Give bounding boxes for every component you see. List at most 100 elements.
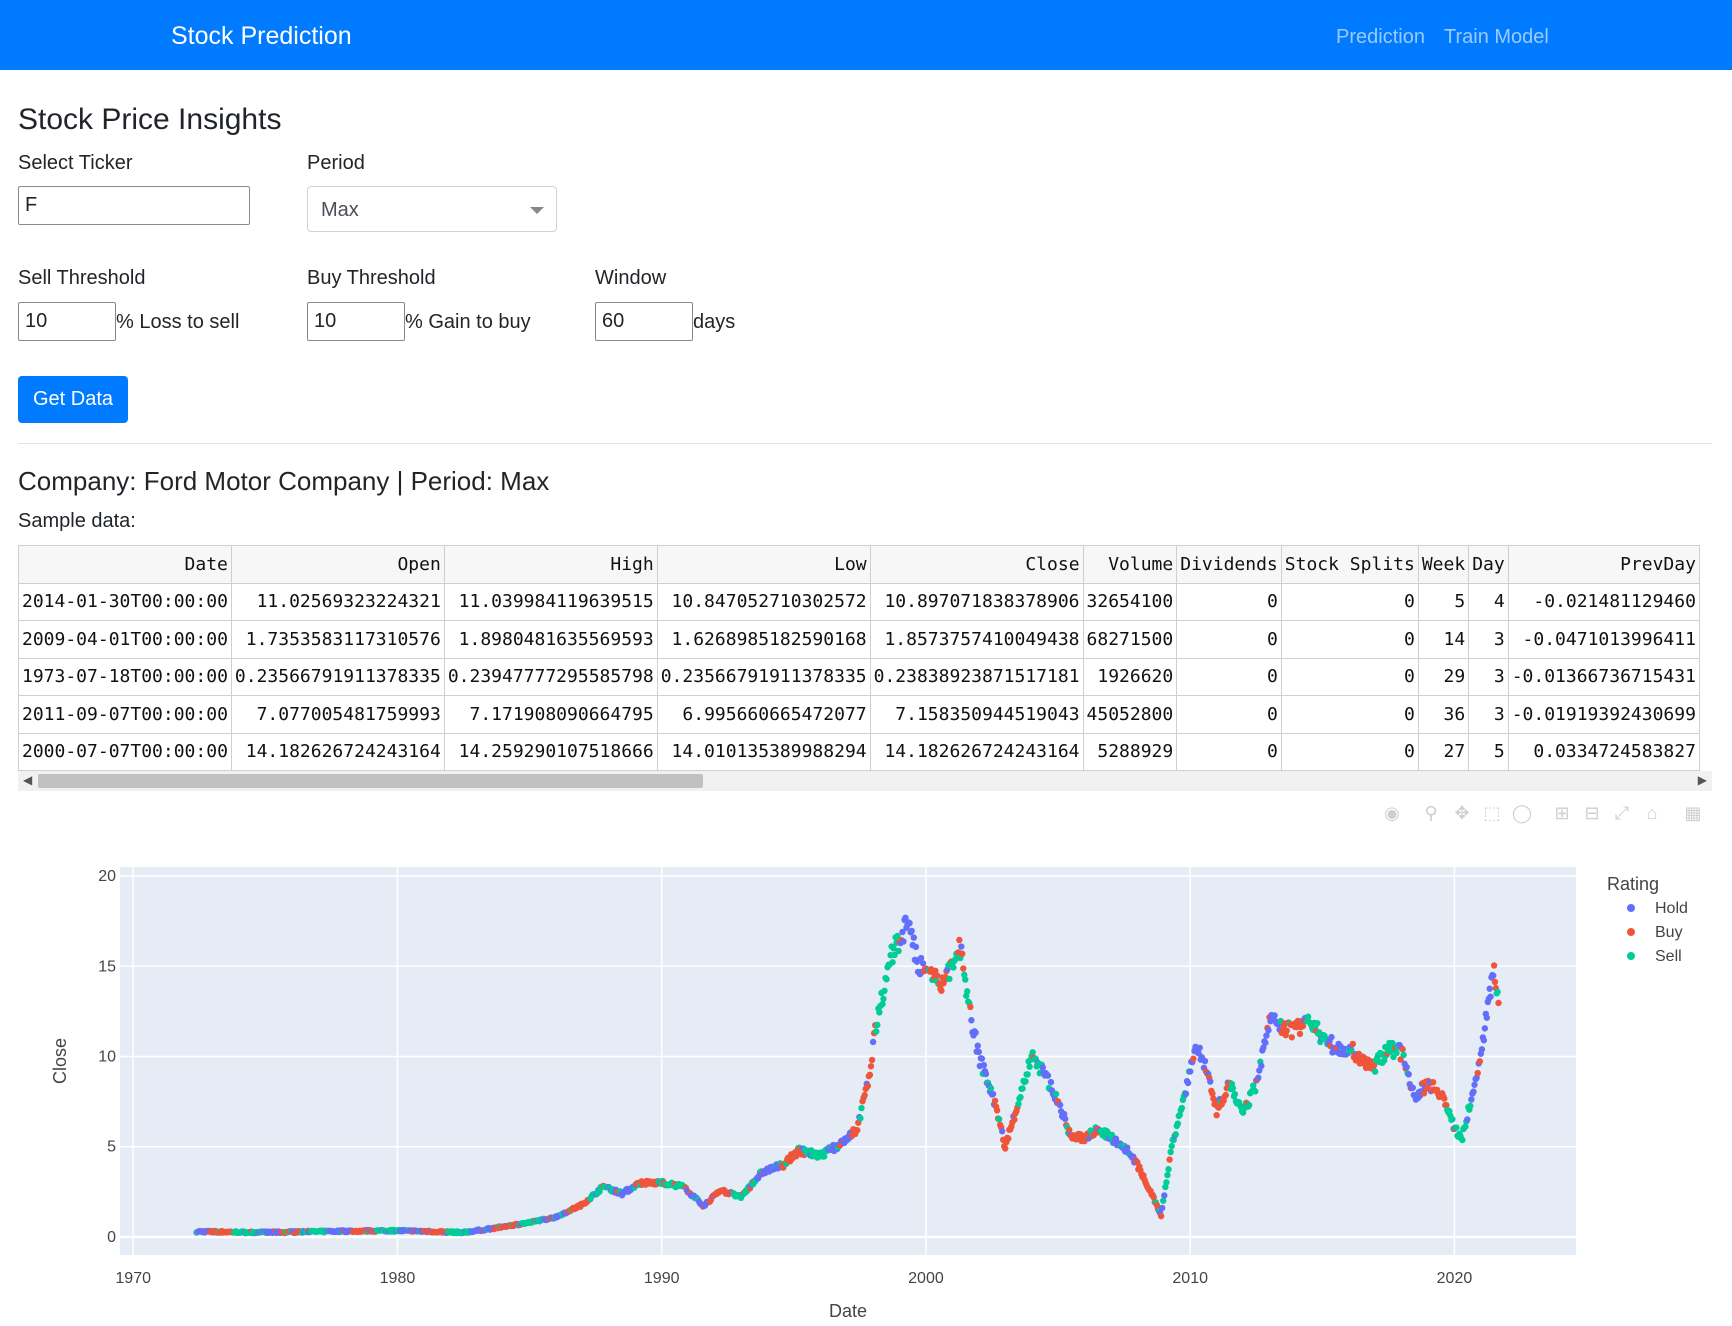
scatter-point xyxy=(1471,1081,1478,1088)
table-header-cell: Low xyxy=(656,545,871,584)
scatter-point xyxy=(998,1128,1006,1135)
scatter-point xyxy=(1429,1079,1437,1086)
legend-label[interactable]: Sell xyxy=(1655,948,1682,965)
box-select-icon[interactable]: ⬚ xyxy=(1483,803,1501,823)
scatter-point xyxy=(967,1003,974,1011)
nav-link-prediction[interactable]: Prediction xyxy=(1336,26,1425,48)
scatter-point xyxy=(1015,1100,1022,1108)
scatter-point xyxy=(1459,1136,1466,1144)
scatter-point xyxy=(1441,1095,1448,1102)
pan-icon[interactable]: ✥ xyxy=(1454,803,1470,823)
scatter-point xyxy=(1022,1078,1029,1085)
table-cell: 36 xyxy=(1417,695,1470,734)
scatter-point xyxy=(1478,1046,1486,1053)
period-select[interactable]: Max xyxy=(307,186,557,232)
scatter-point xyxy=(1231,1090,1239,1098)
sell-threshold-input[interactable] xyxy=(18,302,116,341)
table-cell: 3 xyxy=(1468,695,1509,734)
scatter-point xyxy=(1464,1116,1471,1123)
legend-label[interactable]: Hold xyxy=(1655,900,1688,917)
reset-axes-icon[interactable]: ⌂ xyxy=(1646,803,1658,823)
zoom-out-icon[interactable]: ⊟ xyxy=(1584,803,1600,823)
table-row: 2009-04-01T00:00:00 1.7353583117310576 1.8… xyxy=(18,620,1700,659)
legend-marker[interactable] xyxy=(1627,928,1635,936)
zoom-in-icon[interactable]: ⊞ xyxy=(1554,803,1570,823)
table-header-cell: High xyxy=(443,545,658,584)
scatter-point xyxy=(1239,1109,1247,1116)
plot-modebar: ◉ ⚲ ✥ ⬚ ◯ ⊞ ⊟ ⤢ ⌂ ▦ xyxy=(0,802,1732,826)
table-cell: 45052800 xyxy=(1082,695,1178,734)
scatter-point xyxy=(987,1085,995,1092)
autoscale-icon[interactable]: ⤢ xyxy=(1614,803,1630,823)
camera-icon[interactable]: ◉ xyxy=(1384,803,1400,823)
axis-ticks: 1970 1980 1990 2000 2010 2020 0 5 10 15 20 xyxy=(98,868,1472,1287)
close-price-chart[interactable]: 1970 1980 1990 2000 2010 2020 0 5 10 15 20 Date Cl… xyxy=(0,840,1732,1326)
table-cell: -0.021481129460 xyxy=(1507,582,1700,621)
scatter-point xyxy=(1476,1058,1484,1065)
scatter-point xyxy=(821,1153,828,1160)
scatter-point xyxy=(1026,1063,1033,1070)
scatter-point xyxy=(1005,1135,1012,1142)
legend-title: Rating xyxy=(1607,874,1659,894)
company-title: Company: Ford Motor Company | Period: Ma… xyxy=(18,466,550,496)
navbar-brand[interactable]: Stock Prediction xyxy=(171,22,352,50)
scatter-point xyxy=(1161,1192,1168,1199)
scatter-point xyxy=(1262,1039,1269,1046)
scatter-point xyxy=(900,938,907,945)
scatter-point xyxy=(1186,1068,1194,1075)
scatter-point xyxy=(1399,1046,1406,1053)
window-label: Window xyxy=(595,267,667,289)
scatter-point xyxy=(1443,1101,1450,1109)
get-data-button[interactable]: Get Data xyxy=(18,376,128,423)
table-cell: 3 xyxy=(1468,657,1509,696)
scrollbar-thumb[interactable] xyxy=(38,774,703,788)
scatter-point xyxy=(1163,1179,1170,1186)
y-tick-label: 5 xyxy=(107,1139,116,1156)
scatter-point xyxy=(1400,1051,1407,1059)
scroll-left-arrow-icon[interactable]: ◀ xyxy=(23,773,33,787)
window-input[interactable] xyxy=(595,302,693,341)
scatter-point xyxy=(869,1038,877,1046)
buy-threshold-input[interactable] xyxy=(307,302,405,341)
table-cell: 0 xyxy=(1176,582,1282,621)
legend-marker[interactable] xyxy=(1627,904,1635,912)
scatter-point xyxy=(919,960,927,967)
plotly-logo-icon[interactable]: ▦ xyxy=(1684,803,1702,823)
table-header-cell: Date xyxy=(18,545,232,584)
x-tick-label: 2000 xyxy=(908,1270,944,1287)
scatter-point xyxy=(1449,1115,1456,1123)
scatter-point xyxy=(1420,1090,1428,1097)
table-cell: 0.23566791911378335 xyxy=(656,657,871,696)
scatter-point xyxy=(982,1070,990,1078)
table-cell: 68271500 xyxy=(1082,620,1178,659)
table-horizontal-scrollbar[interactable]: ◀ ▶ xyxy=(18,771,1712,791)
scatter-point xyxy=(934,972,941,979)
scatter-point xyxy=(956,936,963,944)
table-header-cell: PrevDay xyxy=(1507,545,1700,584)
table-cell: 10.897071838378906 xyxy=(869,582,1084,621)
navbar: Stock Prediction Prediction Train Model xyxy=(0,0,1732,70)
scatter-point xyxy=(1047,1078,1055,1086)
ticker-input[interactable] xyxy=(18,186,250,225)
table-cell: 6.995660665472077 xyxy=(656,695,871,734)
scatter-point xyxy=(1288,1034,1296,1041)
scatter-point xyxy=(1108,1131,1116,1139)
lasso-select-icon[interactable]: ◯ xyxy=(1511,803,1533,823)
scatter-point xyxy=(890,945,897,952)
scatter-point xyxy=(1201,1057,1209,1065)
scatter-point xyxy=(917,954,925,962)
legend-marker[interactable] xyxy=(1627,952,1635,960)
scatter-point xyxy=(868,1056,876,1064)
nav-link-train-model[interactable]: Train Model xyxy=(1444,26,1549,48)
sample-data-label: Sample data: xyxy=(18,510,136,532)
table-cell: 7.077005481759993 xyxy=(230,695,445,734)
table-header-cell: Day xyxy=(1468,545,1509,584)
scatter-point xyxy=(1209,1090,1216,1097)
legend-label[interactable]: Buy xyxy=(1655,924,1683,941)
zoom-icon[interactable]: ⚲ xyxy=(1424,803,1438,823)
table-cell: 11.039984119639515 xyxy=(443,582,658,621)
scatter-point xyxy=(1260,1044,1267,1051)
table-cell: 5 xyxy=(1468,732,1509,771)
scatter-point xyxy=(1196,1044,1203,1051)
scroll-right-arrow-icon[interactable]: ▶ xyxy=(1697,773,1707,787)
